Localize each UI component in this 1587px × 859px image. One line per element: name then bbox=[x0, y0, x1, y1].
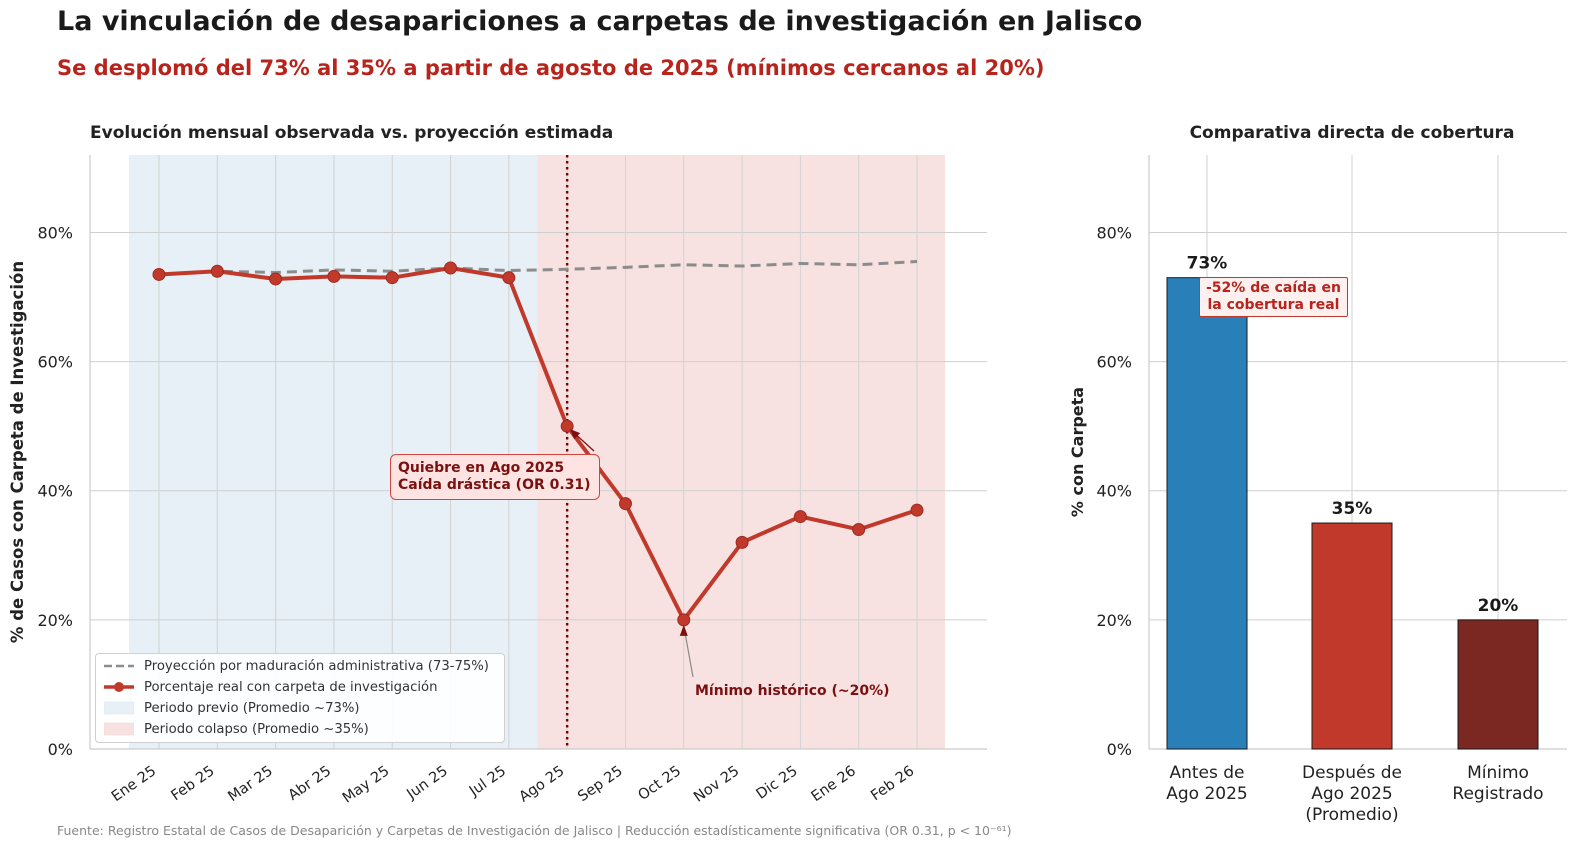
x-tick-label: Feb 25 bbox=[169, 763, 218, 804]
observed-point bbox=[677, 613, 691, 627]
legend-key-blue-patch bbox=[104, 701, 134, 715]
legend-item-observed: Porcentaje real con carpeta de investiga… bbox=[104, 677, 437, 697]
observed-point bbox=[793, 510, 807, 524]
bar-category-label: Antes de Ago 2025 bbox=[1166, 763, 1248, 804]
bar bbox=[1311, 522, 1393, 750]
x-tick-label: Dic 25 bbox=[754, 763, 801, 803]
break-annotation-arrowhead bbox=[570, 429, 581, 440]
bar-category-label: Después de Ago 2025 (Promedio) bbox=[1302, 763, 1402, 825]
x-tick-label: Oct 25 bbox=[635, 763, 684, 804]
observed-point bbox=[444, 261, 458, 275]
annotation-breakpoint: Quiebre en Ago 2025 Caída drástica (OR 0… bbox=[390, 454, 600, 500]
y-axis-title: % de Casos con Carpeta de Investigación bbox=[8, 261, 27, 643]
legend-item-collapse-period: Periodo colapso (Promedio ~35%) bbox=[104, 719, 369, 739]
observed-point bbox=[618, 497, 632, 511]
legend-item-pre-period: Periodo previo (Promedio ~73%) bbox=[104, 698, 360, 718]
x-tick-label: Jul 25 bbox=[466, 763, 509, 800]
bar-y-tick-label: 80% bbox=[1096, 223, 1132, 242]
line-chart-title: Evolución mensual observada vs. proyecci… bbox=[90, 123, 613, 143]
bar-chart-title: Comparativa directa de cobertura bbox=[1190, 123, 1515, 143]
x-tick-label: Ene 26 bbox=[809, 763, 859, 805]
observed-point bbox=[210, 264, 224, 278]
y-tick-label: 20% bbox=[37, 611, 73, 630]
legend-key-red-patch bbox=[104, 722, 134, 736]
pre-period-band bbox=[129, 155, 538, 749]
annotation-minimum: Mínimo histórico (~20%) bbox=[695, 683, 890, 699]
y-tick-label: 40% bbox=[37, 482, 73, 501]
bar-y-tick-label: 40% bbox=[1096, 482, 1132, 501]
x-tick-label: Jun 25 bbox=[403, 763, 450, 803]
y-tick-label: 60% bbox=[37, 353, 73, 372]
annotation-drop: -52% de caída en la cobertura real bbox=[1199, 277, 1348, 317]
legend-key-marker-line bbox=[104, 680, 134, 694]
legend-key-dashed-line bbox=[104, 659, 134, 673]
bar-value-label: 20% bbox=[1478, 596, 1519, 616]
x-tick-label: Ago 25 bbox=[516, 763, 567, 805]
y-tick-label: 80% bbox=[37, 223, 73, 242]
minimum-annotation-arrowhead bbox=[679, 624, 688, 636]
bar-value-label: 35% bbox=[1332, 499, 1373, 519]
bar bbox=[1166, 277, 1248, 750]
line-chart-legend: Proyección por maduración administrativa… bbox=[95, 653, 505, 743]
x-tick-label: Nov 25 bbox=[691, 763, 742, 806]
bar-category-label: Mínimo Registrado bbox=[1452, 763, 1543, 804]
observed-point bbox=[735, 535, 749, 549]
observed-point bbox=[327, 269, 341, 283]
legend-item-projection: Proyección por maduración administrativa… bbox=[104, 656, 489, 676]
observed-line bbox=[158, 265, 918, 622]
collapse-period-band bbox=[537, 155, 945, 749]
source-footer: Fuente: Registro Estatal de Casos de Des… bbox=[57, 823, 1012, 838]
legend-label-collapse-period: Periodo colapso (Promedio ~35%) bbox=[144, 721, 369, 737]
x-tick-label: Sep 25 bbox=[575, 763, 625, 805]
observed-point bbox=[269, 272, 283, 286]
bar-y-tick-label: 0% bbox=[1107, 740, 1132, 759]
x-tick-label: May 25 bbox=[340, 763, 393, 807]
page-title: La vinculación de desapariciones a carpe… bbox=[57, 6, 1143, 37]
bar bbox=[1457, 619, 1539, 750]
bar-y-tick-label: 60% bbox=[1096, 353, 1132, 372]
bar-y-tick-label: 20% bbox=[1096, 611, 1132, 630]
x-tick-label: Abr 25 bbox=[286, 763, 335, 804]
observed-point bbox=[852, 522, 866, 536]
bar-y-axis-title: % con Carpeta bbox=[1068, 387, 1087, 517]
projection-line bbox=[158, 260, 918, 276]
observed-point bbox=[910, 503, 924, 517]
observed-point bbox=[502, 271, 516, 285]
x-tick-label: Mar 25 bbox=[225, 763, 275, 805]
x-tick-label: Feb 26 bbox=[868, 763, 917, 804]
legend-label-projection: Proyección por maduración administrativa… bbox=[144, 658, 489, 674]
page-subtitle: Se desplomó del 73% al 35% a partir de a… bbox=[57, 56, 1045, 80]
legend-label-observed: Porcentaje real con carpeta de investiga… bbox=[144, 679, 438, 695]
observed-point bbox=[385, 271, 399, 285]
legend-label-pre-period: Periodo previo (Promedio ~73%) bbox=[144, 700, 360, 716]
y-tick-label: 0% bbox=[48, 740, 73, 759]
x-tick-label: Ene 25 bbox=[109, 763, 159, 805]
bar-value-label: 73% bbox=[1187, 254, 1228, 274]
observed-point bbox=[152, 267, 166, 281]
